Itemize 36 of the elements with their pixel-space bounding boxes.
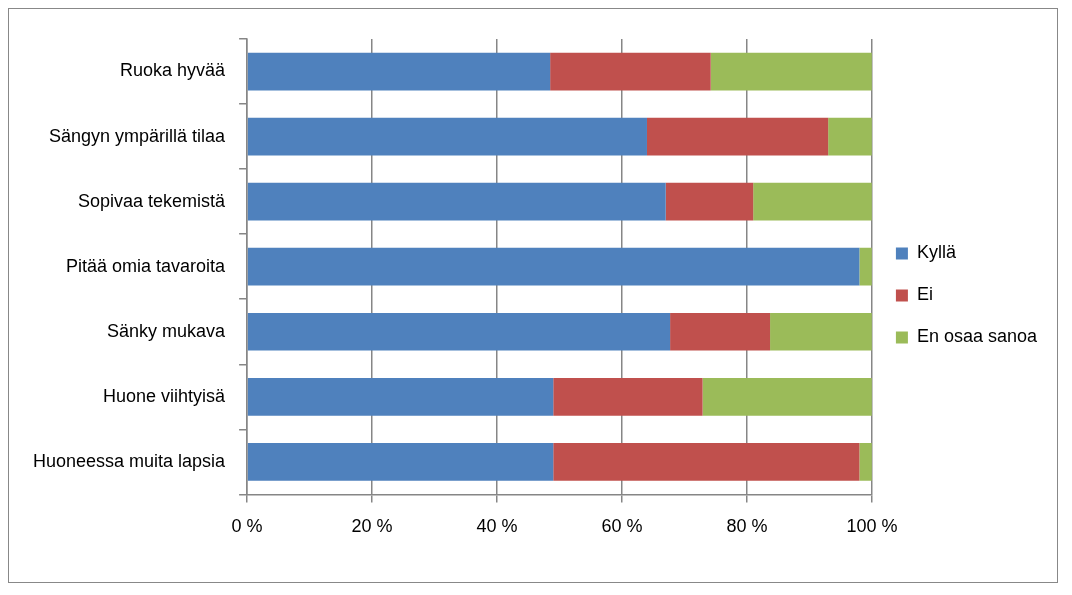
x-tick-label: 80 % (726, 516, 768, 537)
bar (859, 443, 872, 481)
x-tick-label: 40 % (476, 516, 518, 537)
bar (550, 52, 711, 91)
bar (710, 52, 872, 91)
y-tick-label: Sängyn ympärillä tilaa (49, 125, 227, 146)
bar (702, 377, 872, 416)
y-tick-label: Sopivaa tekemistä (78, 190, 227, 211)
bar (553, 443, 860, 481)
legend-label: Ei (916, 284, 933, 305)
y-tick-label: Huoneessa muita lapsia (32, 450, 227, 471)
bar (665, 182, 754, 221)
bar (670, 312, 771, 351)
y-tick-label: Huone viihtyisä (103, 385, 227, 406)
bar (828, 117, 872, 156)
y-tick-label: Ruoka hyvää (120, 60, 227, 81)
x-tick-label: 20 % (351, 516, 393, 537)
bar (646, 117, 829, 156)
bar (247, 52, 551, 91)
x-tick-label: 0 % (231, 516, 263, 537)
bar (247, 377, 554, 416)
bar (770, 312, 872, 351)
bar (247, 312, 671, 351)
bar (753, 182, 872, 221)
bar (247, 117, 647, 156)
legend-label: En osaa sanoa (916, 326, 1038, 347)
bar (247, 443, 554, 481)
y-tick-label: Pitää omia tavaroita (66, 255, 227, 276)
bar (553, 377, 703, 416)
legend-label: Kyllä (916, 242, 957, 263)
bar (859, 247, 872, 286)
bar (247, 247, 860, 286)
bar (247, 182, 666, 221)
x-tick-label: 100 % (846, 516, 898, 537)
y-tick-label: Sänky mukava (107, 320, 227, 341)
x-tick-label: 60 % (601, 516, 643, 537)
